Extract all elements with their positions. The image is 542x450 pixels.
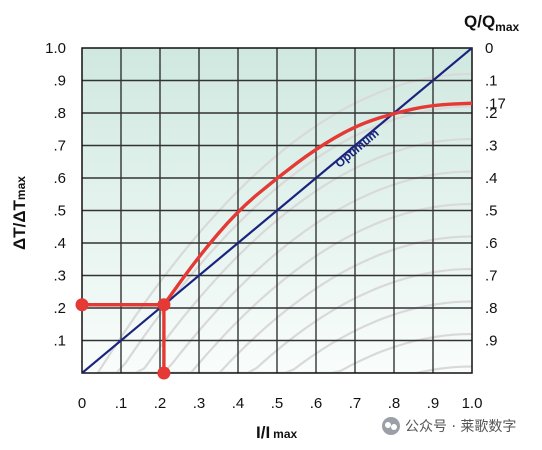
y2-tick-label: .1 [485, 73, 498, 90]
y-tick-label: .4 [53, 235, 66, 252]
series-line-performance [162, 101, 472, 307]
y-tick-label: .3 [53, 268, 66, 285]
y-tick-label: 1.0 [45, 40, 66, 57]
y2-tick-label: .8 [485, 300, 498, 317]
y2-tick-label: 0 [485, 40, 493, 57]
y2-tick-label: .4 [485, 170, 498, 187]
y2-tick-label: .7 [485, 268, 498, 285]
background-curve [97, 332, 472, 373]
y-axis-title-sub: max [14, 176, 28, 200]
y-axis-title: ΔT/ΔTmax [10, 176, 29, 250]
series-line-optimum [82, 48, 472, 373]
plot-frame [81, 47, 473, 374]
x-tick-label: .7 [349, 395, 362, 412]
y2-axis-title: Q/Qmax [464, 12, 520, 34]
y-tick-label: .9 [53, 73, 66, 90]
x-tick-label: .8 [388, 395, 401, 412]
guide-layer [82, 303, 166, 373]
y2-tick-labels: 0 .1 .17.2 .3 .4 .5 .6 .7 .8 .9 [485, 40, 506, 350]
y-axis-title-main: ΔT/ΔT [10, 199, 29, 250]
background-curve [97, 300, 472, 373]
grid [82, 48, 472, 373]
background-curve [97, 235, 472, 373]
x-tick-label: .5 [271, 395, 284, 412]
wechat-icon [382, 417, 400, 435]
background-curve [97, 267, 472, 373]
y-tick-label: .2 [53, 300, 66, 317]
x-axis-title: I/I max [256, 423, 298, 442]
y2-tick-label: .2 [485, 105, 498, 122]
marker-point [157, 298, 171, 312]
background-curve [97, 202, 472, 373]
x-tick-labels: 0 .1 .2 .3 .4 .5 .6 .7 .8 .9 1.0 [78, 395, 483, 412]
x-tick-label: .1 [115, 395, 128, 412]
x-axis-title-main: I/I [256, 423, 270, 442]
x-tick-label: 0 [78, 395, 86, 412]
y2-tick-label: .3 [485, 138, 498, 155]
marker-layer [75, 298, 171, 380]
y-tick-label: .7 [53, 138, 66, 155]
marker-point [157, 366, 171, 380]
x-tick-label: 1.0 [462, 395, 483, 412]
y-tick-label: .5 [53, 203, 66, 220]
x-tick-label: .6 [310, 395, 323, 412]
y2-tick-label: .17 [485, 95, 506, 112]
x-tick-label: .9 [427, 395, 440, 412]
x-tick-label: .4 [232, 395, 245, 412]
y-tick-label: .8 [53, 105, 66, 122]
y-tick-label: .6 [53, 170, 66, 187]
x-axis-title-sub: max [273, 427, 297, 441]
x-tick-label: .3 [193, 395, 206, 412]
y2-tick-label: .9 [485, 333, 498, 350]
x-tick-label: .2 [154, 395, 167, 412]
y2-tick-label: .6 [485, 235, 498, 252]
y2-tick-label: .5 [485, 203, 498, 220]
y-tick-labels: .1 .2 .3 .4 .5 .6 .7 .8 .9 1.0 [45, 40, 66, 350]
watermark: 公众号 · 莱歌数字 [382, 416, 516, 436]
watermark-text: 公众号 · 莱歌数字 [405, 419, 517, 435]
marker-point [75, 298, 89, 312]
y2-axis-title-sub: max [495, 20, 519, 34]
series-layer [82, 48, 472, 373]
y-tick-label: .1 [53, 333, 66, 350]
y2-axis-title-main: Q/Q [464, 12, 495, 31]
background-curve [97, 170, 472, 373]
